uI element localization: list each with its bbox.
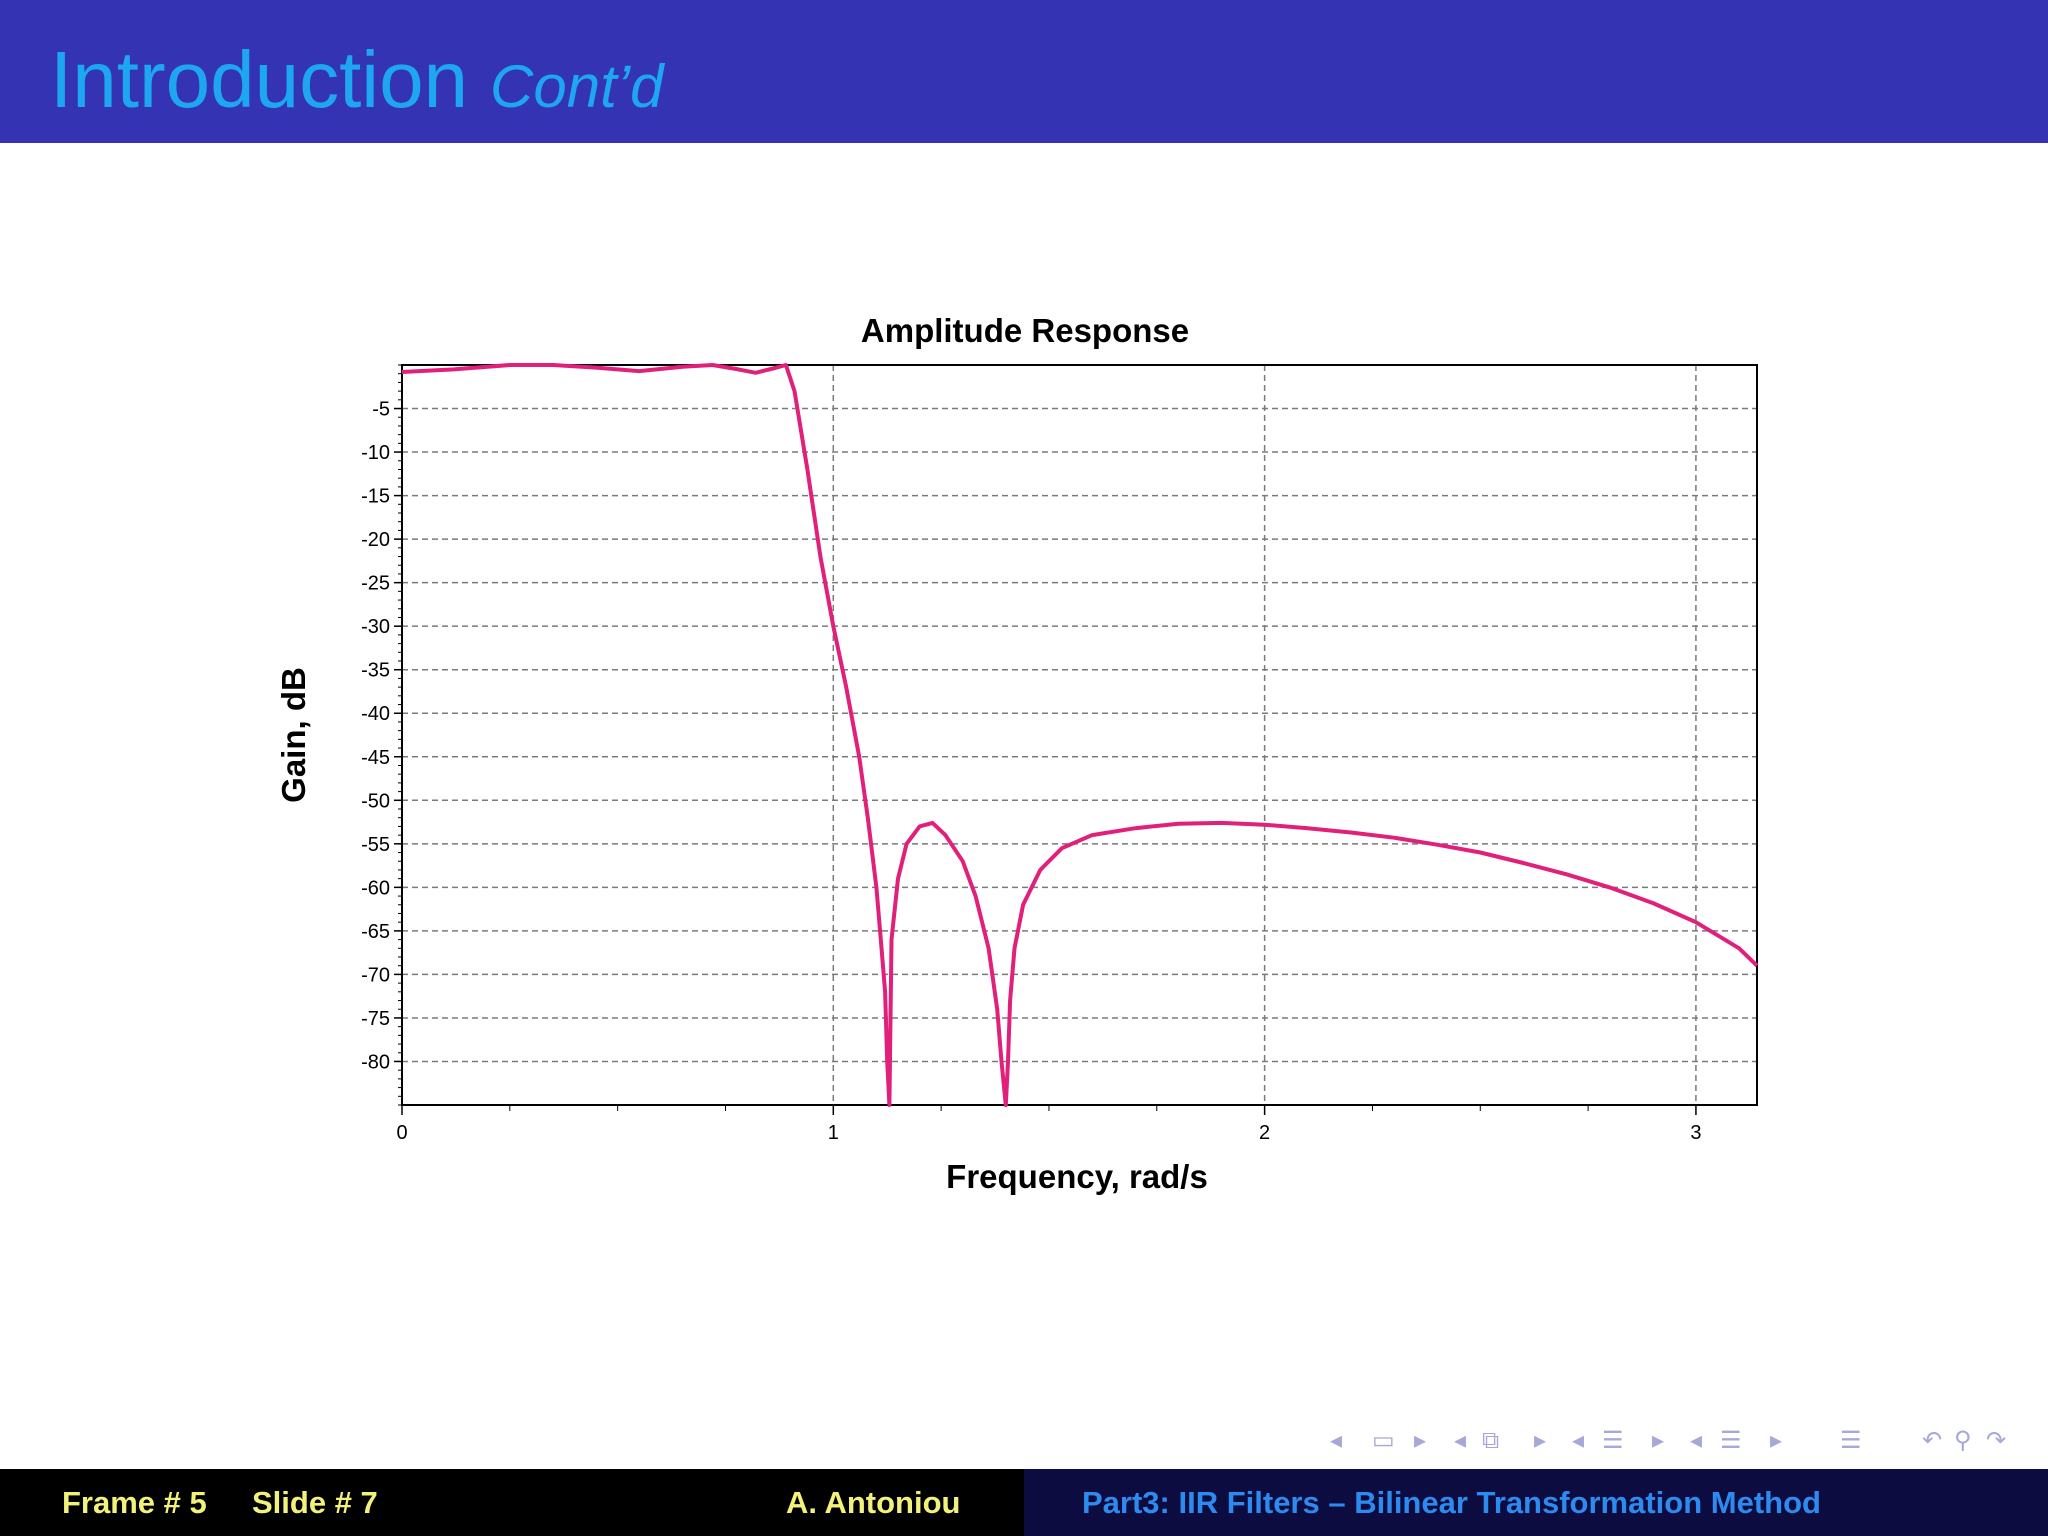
slide-title-main: Introduction bbox=[50, 35, 469, 124]
grid-lines bbox=[402, 365, 1757, 1105]
axis-ticks bbox=[394, 364, 1697, 1115]
footer-slide-number: Slide # 7 bbox=[252, 1485, 378, 1520]
nav-item-icon[interactable]: ☰ bbox=[1720, 1427, 1742, 1454]
amplitude-response-chart: -5 -10 -15 -20 -25 -30 -35 -40 -45 -50 -55 -60 -65 -7… bbox=[275, 312, 1759, 1195]
nav-forward-icon[interactable]: ↷ bbox=[1986, 1427, 2007, 1454]
nav-next-item-icon[interactable]: ▸ bbox=[1770, 1427, 1783, 1454]
y-tick-label: -5 bbox=[372, 399, 390, 421]
y-tick-label: -70 bbox=[361, 964, 390, 986]
beamer-navigation: ◂ ▭ ▸ ◂ ⧉ ▸ ◂ ☰ ▸ ◂ ☰ ▸ ☰ ↶ ⚲ ↷ bbox=[1330, 1424, 2040, 1458]
y-tick-label: -75 bbox=[361, 1008, 390, 1030]
y-tick-label: -35 bbox=[361, 660, 390, 682]
y-tick-label: -80 bbox=[361, 1051, 390, 1073]
x-tick-label: 0 bbox=[396, 1122, 407, 1144]
slide-title: Introduction Cont’d bbox=[50, 30, 663, 137]
x-tick-label: 3 bbox=[1690, 1122, 1701, 1144]
footer-right-panel: Part3: IIR Filters – Bilinear Transforma… bbox=[1024, 1469, 2048, 1536]
footer-frame-number: Frame # 5 bbox=[62, 1485, 207, 1520]
y-tick-label: -40 bbox=[361, 703, 390, 725]
x-tick-label: 1 bbox=[828, 1122, 839, 1144]
y-tick-label: -30 bbox=[361, 616, 390, 638]
nav-next-section-icon[interactable]: ▸ bbox=[1534, 1427, 1547, 1454]
nav-frame-icon[interactable]: ▭ bbox=[1372, 1427, 1395, 1454]
chart-title: Amplitude Response bbox=[861, 312, 1189, 349]
y-tick-label: -15 bbox=[361, 486, 390, 508]
nav-prev-item-icon[interactable]: ◂ bbox=[1690, 1427, 1703, 1454]
footer-section-title: Part3: IIR Filters – Bilinear Transforma… bbox=[1082, 1485, 1821, 1520]
y-tick-label: -10 bbox=[361, 442, 390, 464]
x-axis-label: Frequency, rad/s bbox=[946, 1158, 1208, 1195]
nav-prev-subsection-icon[interactable]: ◂ bbox=[1572, 1427, 1585, 1454]
nav-search-icon[interactable]: ⚲ bbox=[1954, 1427, 1972, 1454]
nav-section-icon[interactable]: ⧉ bbox=[1482, 1427, 1500, 1454]
y-tick-label: -45 bbox=[361, 747, 390, 769]
y-tick-label: -25 bbox=[361, 573, 390, 595]
tick-labels: -5 -10 -15 -20 -25 -30 -35 -40 -45 -50 -55 -60 -65 -7… bbox=[361, 399, 1701, 1144]
y-axis-label: Gain, dB bbox=[275, 667, 312, 803]
slide-header: Introduction Cont’d bbox=[0, 0, 2048, 143]
slide-title-subtitle: Cont’d bbox=[490, 53, 664, 120]
y-tick-label: -50 bbox=[361, 790, 390, 812]
slide-footer: Frame # 5 Slide # 7 A. Antoniou Part3: I… bbox=[0, 1469, 2048, 1536]
nav-prev-section-icon[interactable]: ◂ bbox=[1454, 1427, 1467, 1454]
nav-next-frame-icon[interactable]: ▸ bbox=[1414, 1427, 1427, 1454]
footer-left-panel: Frame # 5 Slide # 7 A. Antoniou bbox=[0, 1469, 1024, 1536]
nav-back-icon[interactable]: ↶ bbox=[1922, 1427, 1943, 1454]
y-tick-label: -60 bbox=[361, 877, 390, 899]
y-tick-label: -65 bbox=[361, 921, 390, 943]
footer-author: A. Antoniou bbox=[786, 1485, 961, 1520]
y-tick-label: -20 bbox=[361, 529, 390, 551]
y-tick-label: -55 bbox=[361, 834, 390, 856]
plot-frame bbox=[401, 364, 1758, 1106]
nav-next-subsection-icon[interactable]: ▸ bbox=[1652, 1427, 1665, 1454]
gain-series-line bbox=[401, 363, 1759, 1107]
nav-outline-icon[interactable]: ☰ bbox=[1840, 1427, 1862, 1454]
nav-subsection-icon[interactable]: ☰ bbox=[1602, 1427, 1624, 1454]
nav-prev-frame-icon[interactable]: ◂ bbox=[1330, 1427, 1343, 1454]
x-tick-label: 2 bbox=[1259, 1122, 1270, 1144]
